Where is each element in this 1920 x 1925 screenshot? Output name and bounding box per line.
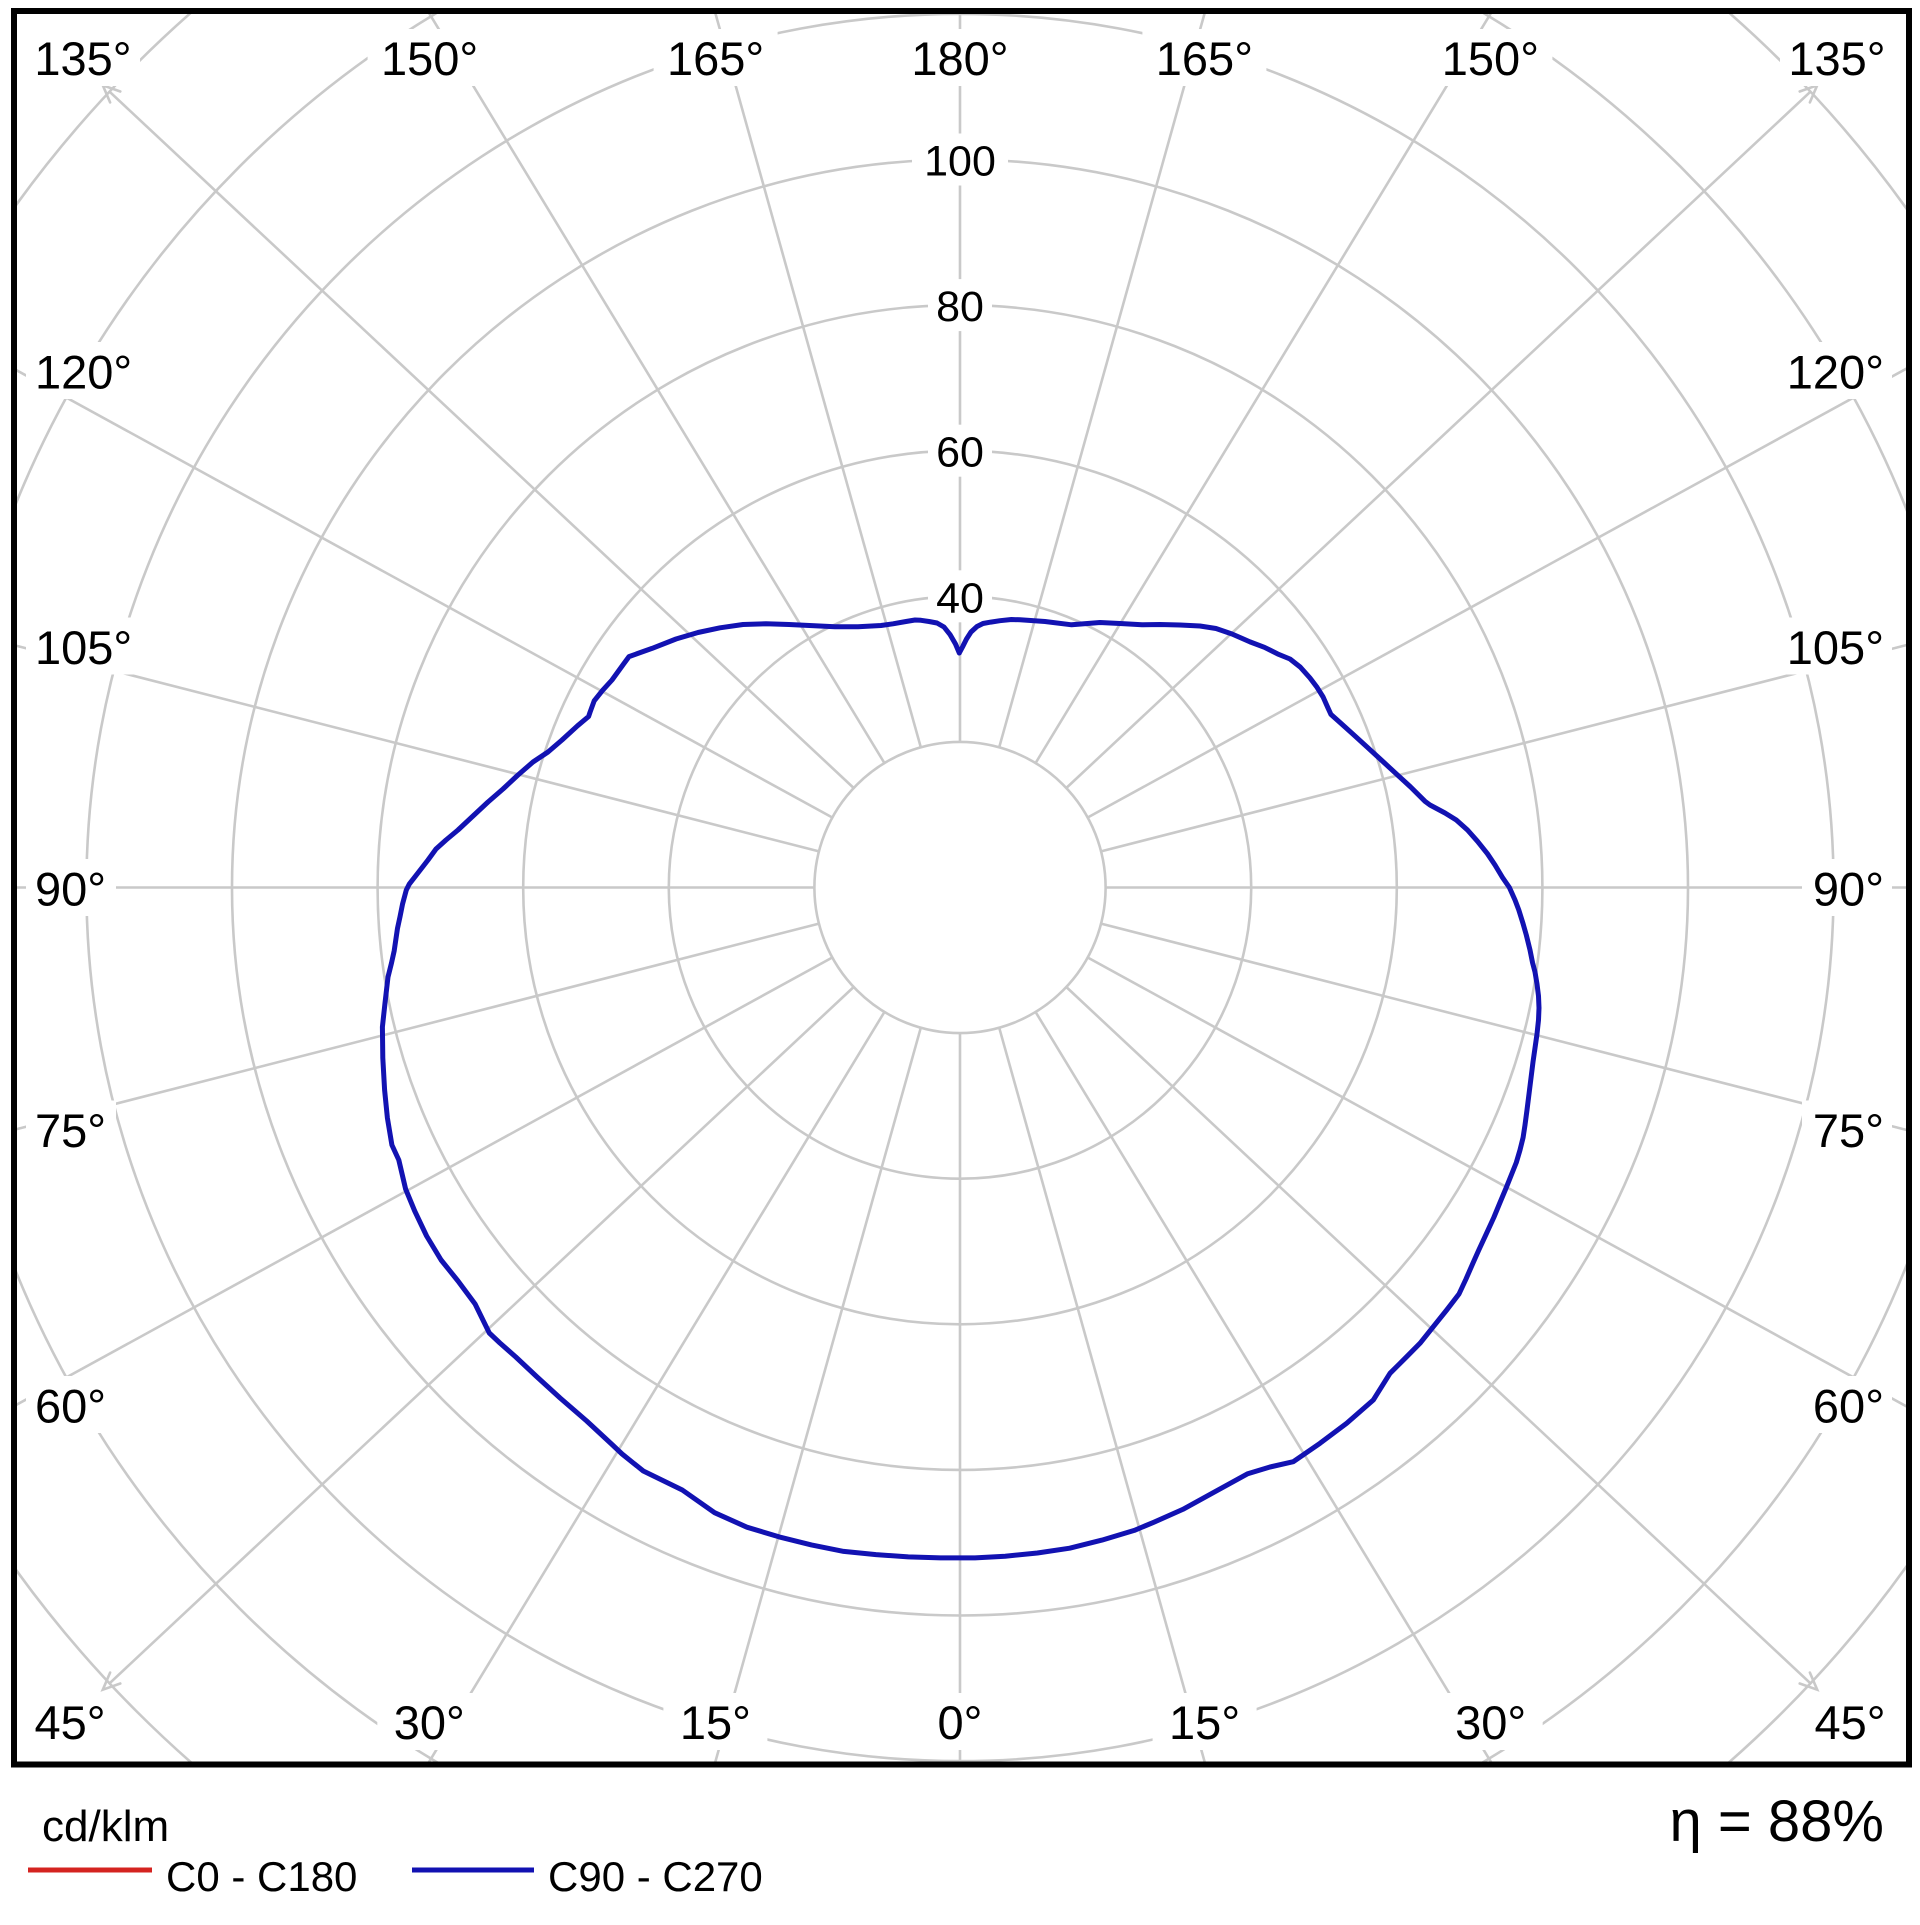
svg-text:135°: 135° bbox=[1788, 32, 1885, 85]
svg-text:75°: 75° bbox=[35, 1104, 106, 1157]
svg-text:45°: 45° bbox=[1814, 1696, 1885, 1749]
svg-text:75°: 75° bbox=[1813, 1104, 1884, 1157]
svg-text:135°: 135° bbox=[34, 32, 131, 85]
svg-text:30°: 30° bbox=[394, 1696, 465, 1749]
svg-text:η = 88%: η = 88% bbox=[1670, 1789, 1884, 1854]
svg-text:105°: 105° bbox=[1787, 621, 1884, 674]
svg-text:0°: 0° bbox=[938, 1696, 983, 1749]
svg-text:60°: 60° bbox=[1813, 1380, 1884, 1433]
svg-text:40: 40 bbox=[936, 574, 984, 622]
svg-text:15°: 15° bbox=[680, 1696, 751, 1749]
svg-text:90°: 90° bbox=[1813, 863, 1884, 916]
svg-text:45°: 45° bbox=[34, 1696, 105, 1749]
svg-text:120°: 120° bbox=[1787, 346, 1884, 399]
svg-text:60: 60 bbox=[936, 429, 984, 477]
svg-text:120°: 120° bbox=[35, 346, 132, 399]
svg-text:165°: 165° bbox=[667, 32, 764, 85]
svg-text:80: 80 bbox=[936, 283, 984, 331]
svg-text:C90 - C270: C90 - C270 bbox=[548, 1853, 763, 1900]
svg-text:60°: 60° bbox=[35, 1380, 106, 1433]
svg-text:180°: 180° bbox=[911, 32, 1008, 85]
svg-text:105°: 105° bbox=[35, 621, 132, 674]
svg-text:30°: 30° bbox=[1455, 1696, 1526, 1749]
svg-text:15°: 15° bbox=[1169, 1696, 1240, 1749]
svg-text:C0 - C180: C0 - C180 bbox=[166, 1853, 357, 1900]
svg-text:90°: 90° bbox=[35, 863, 106, 916]
svg-text:150°: 150° bbox=[1442, 32, 1539, 85]
svg-text:100: 100 bbox=[924, 138, 996, 186]
svg-text:cd/klm: cd/klm bbox=[42, 1802, 169, 1851]
svg-text:165°: 165° bbox=[1156, 32, 1253, 85]
svg-text:150°: 150° bbox=[381, 32, 478, 85]
